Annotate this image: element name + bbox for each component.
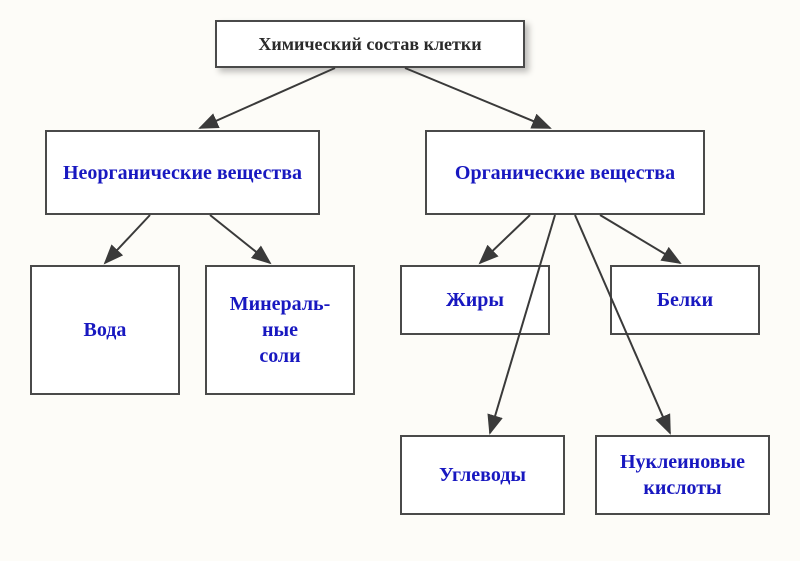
minerals-node: Минераль- ные соли: [205, 265, 355, 395]
carbs-node: Углеводы: [400, 435, 565, 515]
proteins-node: Белки: [610, 265, 760, 335]
root-node: Химический состав клетки: [215, 20, 525, 68]
edge-root-organic: [405, 68, 550, 128]
fats-label: Жиры: [446, 287, 504, 313]
organic-label: Органические вещества: [455, 160, 675, 186]
nucleic-node: Нуклеиновые кислоты: [595, 435, 770, 515]
root-label: Химический состав клетки: [258, 34, 481, 55]
water-label: Вода: [84, 317, 127, 343]
fats-node: Жиры: [400, 265, 550, 335]
edge-root-inorganic: [200, 68, 335, 128]
water-node: Вода: [30, 265, 180, 395]
proteins-label: Белки: [657, 287, 713, 313]
edge-inorganic-water: [105, 215, 150, 263]
inorganic-node: Неорганические вещества: [45, 130, 320, 215]
minerals-label: Минераль- ные соли: [230, 291, 331, 369]
edge-organic-proteins: [600, 215, 680, 263]
inorganic-label: Неорганические вещества: [63, 160, 302, 186]
carbs-label: Углеводы: [439, 462, 526, 488]
edge-inorganic-minerals: [210, 215, 270, 263]
nucleic-label: Нуклеиновые кислоты: [603, 449, 762, 501]
edge-organic-fats: [480, 215, 530, 263]
organic-node: Органические вещества: [425, 130, 705, 215]
